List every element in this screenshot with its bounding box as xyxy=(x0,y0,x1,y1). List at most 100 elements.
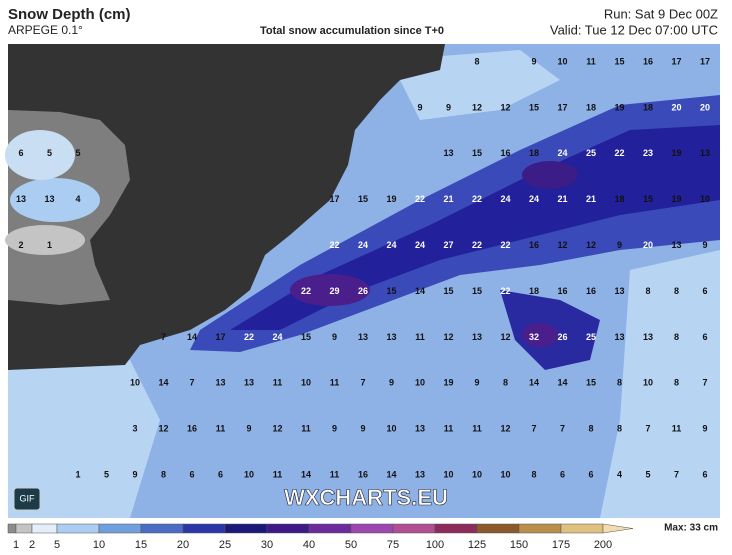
max-area xyxy=(522,161,578,189)
point-value: 20 xyxy=(671,102,681,112)
point-value: 5 xyxy=(75,148,80,158)
point-value: 9 xyxy=(417,102,422,112)
point-value: 16 xyxy=(529,240,539,250)
point-value: 22 xyxy=(614,148,624,158)
point-value: 9 xyxy=(360,424,365,434)
point-value: 7 xyxy=(702,378,707,388)
colorbar-segment xyxy=(392,523,436,534)
point-value: 9 xyxy=(531,56,536,66)
point-value: 11 xyxy=(415,332,425,342)
point-value: 10 xyxy=(472,469,482,479)
colorbar-segment xyxy=(308,523,352,534)
sea xyxy=(8,44,445,370)
point-value: 9 xyxy=(246,424,251,434)
colorbar-label: 150 xyxy=(510,539,528,551)
max-label: Max: 33 cm xyxy=(664,523,718,534)
point-value: 8 xyxy=(617,424,622,434)
colorbar-label: 25 xyxy=(219,539,231,551)
point-value: 15 xyxy=(301,332,311,342)
point-value: 19 xyxy=(671,148,681,158)
point-value: 10 xyxy=(301,378,311,388)
colorbar-label: 1 xyxy=(13,539,19,551)
colorbar-segment xyxy=(434,523,478,534)
point-value: 9 xyxy=(332,424,337,434)
colorbar-label: 30 xyxy=(261,539,273,551)
point-value: 11 xyxy=(472,424,482,434)
point-value: 20 xyxy=(643,240,653,250)
point-value: 22 xyxy=(244,332,254,342)
point-value: 24 xyxy=(415,240,425,250)
point-value: 17 xyxy=(557,102,567,112)
subtitle: Total snow accumulation since T+0 xyxy=(260,25,444,37)
uk-snow xyxy=(5,225,85,255)
point-value: 6 xyxy=(702,469,707,479)
colorbar-segment xyxy=(518,523,562,534)
point-value: 18 xyxy=(529,148,539,158)
point-value: 13 xyxy=(700,148,710,158)
point-value: 14 xyxy=(301,469,311,479)
point-value: 18 xyxy=(586,102,596,112)
point-value: 24 xyxy=(557,148,567,158)
gif-button-label[interactable]: GIF xyxy=(20,493,36,503)
colorbar-arrow xyxy=(602,523,634,534)
point-value: 11 xyxy=(444,424,454,434)
point-value: 26 xyxy=(358,286,368,296)
point-value: 16 xyxy=(557,286,567,296)
colorbar-segment xyxy=(140,523,184,534)
point-value: 7 xyxy=(360,378,365,388)
point-value: 6 xyxy=(189,469,194,479)
colorbar-label: 20 xyxy=(177,539,189,551)
point-value: 11 xyxy=(330,378,340,388)
point-value: 18 xyxy=(529,286,539,296)
point-value: 15 xyxy=(614,56,624,66)
point-value: 29 xyxy=(329,286,339,296)
point-value: 8 xyxy=(588,424,593,434)
point-value: 24 xyxy=(358,240,368,250)
point-value: 17 xyxy=(215,332,225,342)
point-value: 9 xyxy=(446,102,451,112)
point-value: 10 xyxy=(700,194,710,204)
point-value: 8 xyxy=(645,286,650,296)
point-value: 3 xyxy=(132,424,137,434)
point-value: 4 xyxy=(617,469,622,479)
point-value: 24 xyxy=(272,332,282,342)
point-value: 14 xyxy=(415,286,425,296)
point-value: 7 xyxy=(645,424,650,434)
point-value: 9 xyxy=(132,469,137,479)
point-value: 10 xyxy=(500,469,510,479)
colorbar-segment xyxy=(182,523,226,534)
point-value: 24 xyxy=(529,194,539,204)
colorbar-segment xyxy=(560,523,604,534)
point-value: 19 xyxy=(386,194,396,204)
point-value: 14 xyxy=(386,469,396,479)
point-value: 27 xyxy=(443,240,453,250)
colorbar-segment xyxy=(7,523,17,534)
point-value: 17 xyxy=(671,56,681,66)
point-value: 19 xyxy=(443,378,453,388)
point-value: 11 xyxy=(301,424,311,434)
colorbar-segment xyxy=(15,523,33,534)
point-value: 19 xyxy=(671,194,681,204)
point-value: 12 xyxy=(443,332,453,342)
colorbar-segment xyxy=(98,523,142,534)
point-value: 13 xyxy=(386,332,396,342)
point-value: 21 xyxy=(557,194,567,204)
point-value: 13 xyxy=(415,424,425,434)
point-value: 16 xyxy=(500,148,510,158)
point-value: 6 xyxy=(702,286,707,296)
colorbar-segment xyxy=(224,523,268,534)
point-value: 13 xyxy=(215,378,225,388)
colorbar-segment xyxy=(56,523,100,534)
point-value: 10 xyxy=(443,469,453,479)
point-value: 22 xyxy=(415,194,425,204)
point-value: 17 xyxy=(700,56,710,66)
point-value: 15 xyxy=(358,194,368,204)
point-value: 14 xyxy=(187,332,197,342)
point-value: 2 xyxy=(18,240,23,250)
gif-button[interactable] xyxy=(13,487,41,511)
point-value: 14 xyxy=(529,378,539,388)
point-value: 6 xyxy=(560,469,565,479)
run: Run: Sat 9 Dec 00Z xyxy=(604,6,718,21)
point-value: 8 xyxy=(674,332,679,342)
